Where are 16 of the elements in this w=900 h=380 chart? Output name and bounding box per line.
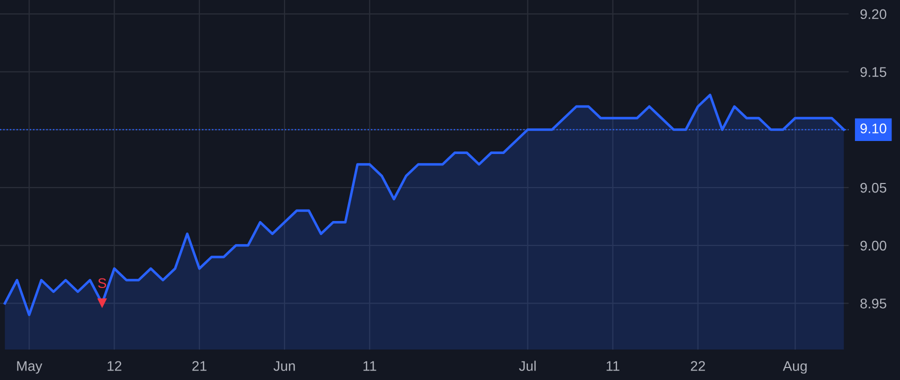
- x-tick-label: 22: [690, 361, 705, 371]
- y-tick-label: 9.15: [860, 67, 886, 77]
- x-tick-label: Jul: [519, 360, 536, 371]
- y-tick-label: 9.20: [860, 9, 886, 20]
- y-tick-label: 9.00: [860, 240, 886, 251]
- y-tick-label: 9.05: [860, 182, 886, 193]
- series-label: S: [98, 278, 106, 288]
- x-tick-label: Aug: [782, 361, 807, 374]
- x-tick-label: Jun: [274, 361, 295, 371]
- x-tick-label: 11: [363, 361, 376, 371]
- x-tick-label: May: [17, 361, 42, 374]
- x-tick-label: 12: [108, 361, 122, 371]
- y-tick-label: 8.95: [860, 298, 886, 308]
- x-tick-label: 11: [606, 361, 620, 371]
- x-tick-label: 21: [192, 361, 206, 371]
- ref-line-label: 9.10: [860, 124, 886, 134]
